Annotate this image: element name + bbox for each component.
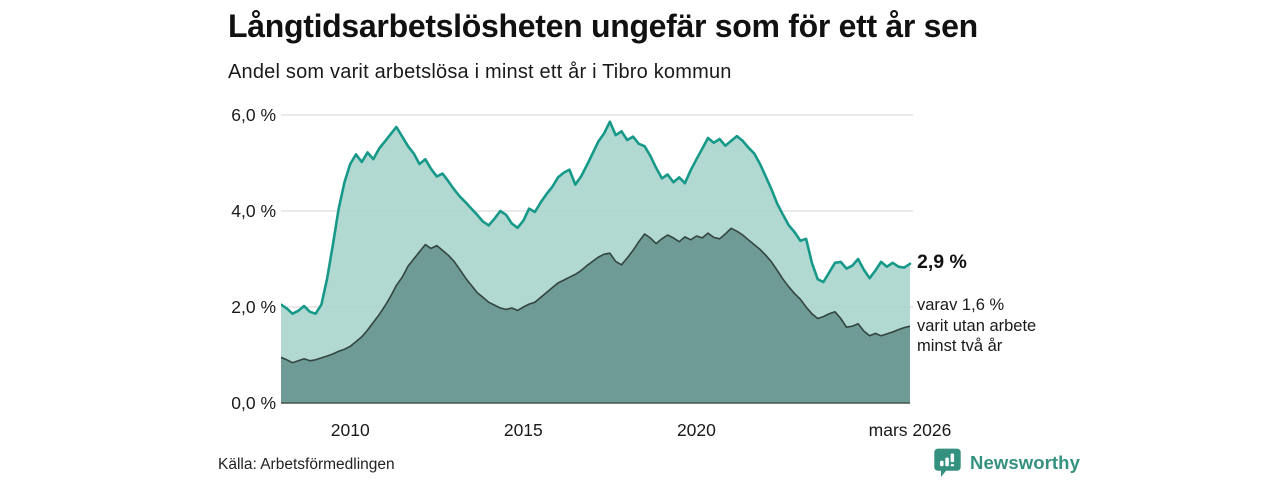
- x-tick-label: mars 2026: [868, 420, 952, 440]
- y-tick-label: 4,0 %: [231, 201, 276, 221]
- line-two-year-unemployed: [281, 227, 911, 364]
- annotation-line: varit utan arbete: [917, 316, 1037, 335]
- newsworthy-logo: Newsworthy: [933, 448, 1080, 478]
- y-tick-label: 2,0 %: [231, 297, 276, 317]
- annotation-two-year: varav 1,6 % varit utan arbete minst två …: [917, 295, 1036, 357]
- x-tick-label: 2010: [330, 420, 370, 440]
- chart-subtitle: Andel som varit arbetslösa i minst ett å…: [228, 61, 732, 83]
- x-tick-label: 2015: [503, 420, 543, 440]
- y-tick-label: 0,0 %: [231, 393, 276, 413]
- source-note: Källa: Arbetsförmedlingen: [218, 456, 395, 473]
- annotation-line: varav 1,6 %: [917, 296, 1005, 315]
- area-chart-plot: [281, 114, 913, 404]
- page-title: Långtidsarbetslösheten ungefär som för e…: [228, 8, 978, 44]
- y-tick-label: 6,0 %: [231, 105, 276, 125]
- annotation-line: minst två år: [917, 337, 1003, 356]
- newsworthy-bubble-chart-icon: [934, 448, 961, 478]
- newsworthy-wordmark: Newsworthy: [970, 452, 1080, 473]
- line-total-unemployed: [281, 120, 912, 315]
- annotation-total-value: 2,9 %: [917, 250, 967, 273]
- x-tick-label: 2020: [676, 420, 716, 440]
- area-two-year-unemployed: [281, 228, 910, 403]
